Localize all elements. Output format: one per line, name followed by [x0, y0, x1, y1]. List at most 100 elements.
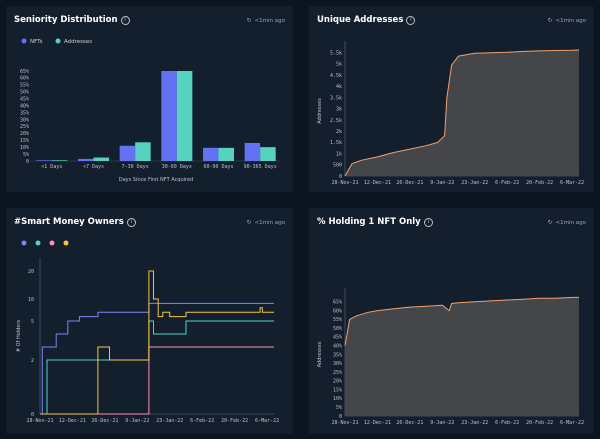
y-tick-label: 20% — [20, 131, 29, 137]
series-line-1 — [40, 320, 274, 415]
timestamp: ↻ <1min ago — [246, 219, 286, 226]
y-tick-label: 10 — [28, 297, 34, 303]
series-line — [344, 49, 580, 177]
y-tick-label: 30% — [20, 117, 29, 123]
series-line-2 — [40, 346, 274, 415]
area-fill — [345, 50, 579, 176]
seniority-chart: NFTs Addresses 05%10%15%20%25%30%35%40%45%… — [20, 38, 281, 183]
panel-title: % Holding 1 NFT Only i — [317, 217, 433, 227]
seniority-panel: Seniority Distribution i ↻ <1min ago NFTs A… — [6, 6, 293, 192]
x-tick-label: 20-Feb-22 — [526, 420, 553, 426]
y-tick-label: 40% — [333, 344, 342, 350]
y-tick-label: 55% — [20, 83, 29, 89]
y-tick-label: 2.5k — [330, 118, 342, 124]
legend-dot — [35, 240, 41, 246]
info-icon[interactable]: i — [406, 16, 416, 25]
x-tick-label: 9-Jan-22 — [430, 420, 454, 426]
x-tick-label: 6-Feb-22 — [190, 418, 214, 424]
y-tick-label: 0 — [339, 414, 342, 420]
y-axis-label: Addresses — [317, 98, 323, 124]
y-tick-label: 0 — [339, 174, 342, 180]
x-tick-label: 12-Dec-21 — [59, 418, 86, 424]
y-tick-label: 35% — [333, 352, 342, 358]
refresh-icon[interactable]: ↻ — [246, 219, 252, 226]
y-tick-label: 2k — [336, 129, 342, 135]
refresh-icon[interactable]: ↻ — [246, 17, 252, 24]
x-tick-label: 28-Nov-21 — [331, 420, 358, 426]
x-tick-label: 6-Mar-22 — [560, 180, 584, 186]
y-tick-label: 45% — [20, 96, 29, 102]
y-tick-label: 15% — [333, 387, 342, 393]
bar-nfts — [78, 158, 94, 161]
y-tick-label: 500 — [333, 163, 342, 169]
x-tick-label: 23-Jan-22 — [156, 418, 183, 424]
x-tick-label: 9-Jan-22 — [430, 180, 454, 186]
x-tick-label: 23-Jan-22 — [461, 180, 488, 186]
y-axis-label: # Of Holders — [16, 320, 22, 353]
x-tick-label: 9-Jan-22 — [125, 418, 149, 424]
x-tick-label: 90-365 Days — [244, 164, 277, 170]
x-tick-label: 6-Mar-22 — [560, 420, 584, 426]
bar-nfts — [161, 71, 177, 161]
y-tick-label: 3k — [336, 107, 342, 113]
y-tick-label: 25% — [20, 124, 29, 130]
y-tick-label: 4k — [336, 84, 342, 90]
refresh-icon[interactable]: ↻ — [547, 219, 553, 226]
bar-addresses — [93, 157, 109, 161]
y-tick-label: 45% — [333, 335, 342, 341]
info-icon[interactable]: i — [120, 16, 130, 25]
y-tick-label: 50% — [333, 326, 342, 332]
series-line — [344, 296, 579, 346]
holding-one-chart: 0 5% 10% 15% 20% 25% 30% 35% 40% 45% 50% 55% 60% 65% 2… — [317, 288, 584, 426]
timestamp: ↻ <1min ago — [246, 17, 286, 24]
bar-nfts — [36, 160, 52, 161]
y-tick-label: 40% — [20, 103, 29, 109]
x-tick-label: 60-90 Days — [203, 164, 233, 170]
series-line-0 — [40, 302, 274, 415]
x-tick-label: 28-Nov-21 — [331, 180, 358, 186]
x-axis-label: Days Since First NFT Acquired — [119, 177, 194, 183]
timestamp: ↻ <1min ago — [547, 219, 587, 226]
y-tick-label: 5% — [23, 152, 29, 158]
y-tick-label: 2 — [31, 358, 34, 364]
holding-one-panel: % Holding 1 NFT Only i ↻ <1min ago 0 5% 10% 1… — [309, 208, 594, 434]
y-tick-label: 10% — [20, 145, 29, 151]
legend-dot-addresses — [55, 38, 61, 44]
series-line-3 — [40, 270, 274, 415]
unique-addresses-panel: Unique Addresses i ↻ <1min ago 0 500 1k 1.5k 2… — [309, 6, 594, 192]
info-icon[interactable]: i — [126, 218, 136, 227]
y-tick-label: 35% — [20, 110, 29, 116]
x-tick-label: 30-60 Days — [162, 164, 192, 170]
panel-title: Unique Addresses i — [317, 15, 416, 25]
legend-label-nfts: NFTs — [30, 39, 43, 45]
y-axis-label: Addresses — [317, 341, 323, 367]
y-tick-label: 60% — [20, 76, 29, 82]
y-tick-label: 65% — [20, 69, 29, 75]
y-tick-label: 20 — [28, 269, 34, 275]
x-tick-label: 20-Feb-22 — [221, 418, 248, 424]
y-tick-label: 30% — [333, 361, 342, 367]
legend-label-addresses: Addresses — [64, 39, 92, 45]
panel-title: #Smart Money Owners i — [14, 217, 136, 227]
x-tick-label: 6-Feb-22 — [495, 420, 519, 426]
y-tick-label: 10% — [333, 396, 342, 402]
bar-nfts — [119, 145, 136, 161]
x-tick-label: <7 Days — [83, 164, 104, 170]
legend-dot — [63, 240, 69, 246]
info-icon[interactable]: i — [423, 218, 433, 227]
timestamp: ↻ <1min ago — [547, 17, 587, 24]
x-tick-label: 20-Feb-22 — [526, 180, 553, 186]
area-fill — [345, 297, 579, 416]
x-tick-label: 26-Dec-21 — [396, 420, 423, 426]
y-tick-label: 3.5k — [330, 95, 342, 101]
y-tick-label: 1k — [336, 151, 342, 157]
x-tick-label: 7-30 Days — [122, 164, 149, 170]
y-tick-label: 50% — [20, 90, 29, 96]
y-tick-label: 5 — [31, 319, 34, 325]
y-tick-label: 55% — [333, 317, 342, 323]
y-tick-label: 5% — [336, 405, 342, 411]
refresh-icon[interactable]: ↻ — [547, 17, 553, 24]
bar-addresses — [218, 147, 234, 161]
y-tick-label: 65% — [333, 300, 342, 306]
y-tick-label: 1.5k — [330, 140, 342, 146]
